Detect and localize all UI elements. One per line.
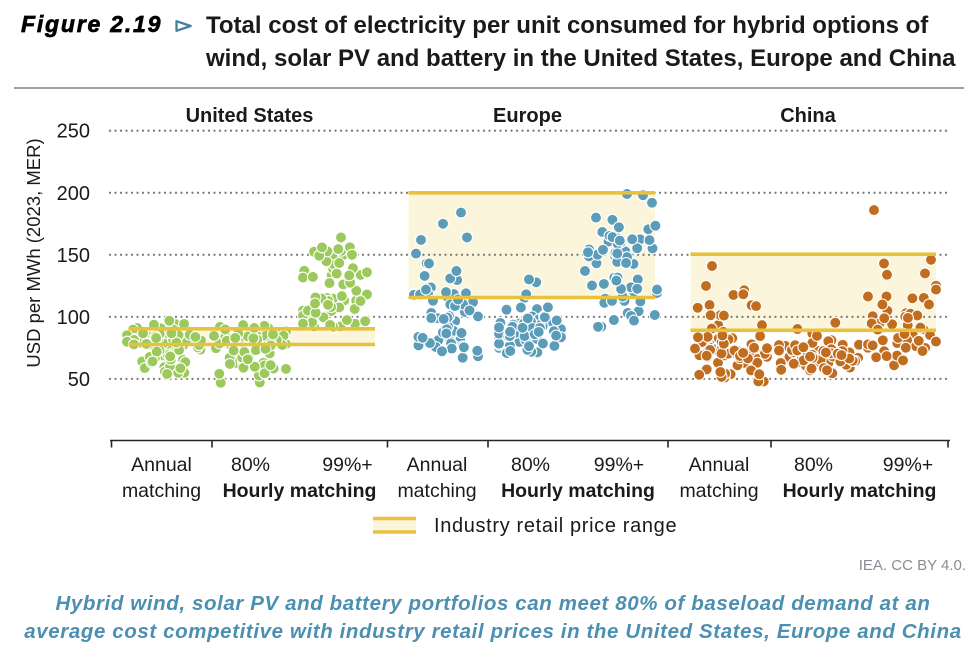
svg-text:IEA. CC BY 4.0.: IEA. CC BY 4.0. (859, 557, 966, 574)
svg-text:matching: matching (679, 480, 758, 502)
svg-text:99%+: 99%+ (322, 454, 372, 476)
svg-text:Annual: Annual (407, 454, 468, 476)
svg-text:Annual: Annual (689, 454, 750, 476)
svg-text:USD per MWh (2023, MER): USD per MWh (2023, MER) (23, 138, 44, 367)
svg-text:United States: United States (186, 105, 314, 127)
svg-text:Hourly matching: Hourly matching (783, 480, 937, 502)
svg-text:80%: 80% (794, 454, 833, 476)
svg-text:200: 200 (57, 183, 90, 205)
svg-text:Hourly matching: Hourly matching (223, 480, 377, 502)
svg-text:150: 150 (57, 245, 90, 267)
svg-text:80%: 80% (231, 454, 270, 476)
svg-text:Annual: Annual (131, 454, 192, 476)
svg-text:99%+: 99%+ (883, 454, 933, 476)
svg-text:Hourly matching: Hourly matching (501, 480, 655, 502)
svg-text:China: China (780, 105, 836, 127)
svg-text:50: 50 (68, 369, 90, 391)
svg-text:matching: matching (122, 480, 201, 502)
svg-text:100: 100 (57, 307, 90, 329)
svg-text:80%: 80% (511, 454, 550, 476)
svg-text:matching: matching (397, 480, 476, 502)
svg-text:Industry retail price range: Industry retail price range (434, 515, 677, 537)
svg-text:250: 250 (57, 121, 90, 143)
svg-text:99%+: 99%+ (594, 454, 644, 476)
svg-text:Europe: Europe (493, 105, 562, 127)
